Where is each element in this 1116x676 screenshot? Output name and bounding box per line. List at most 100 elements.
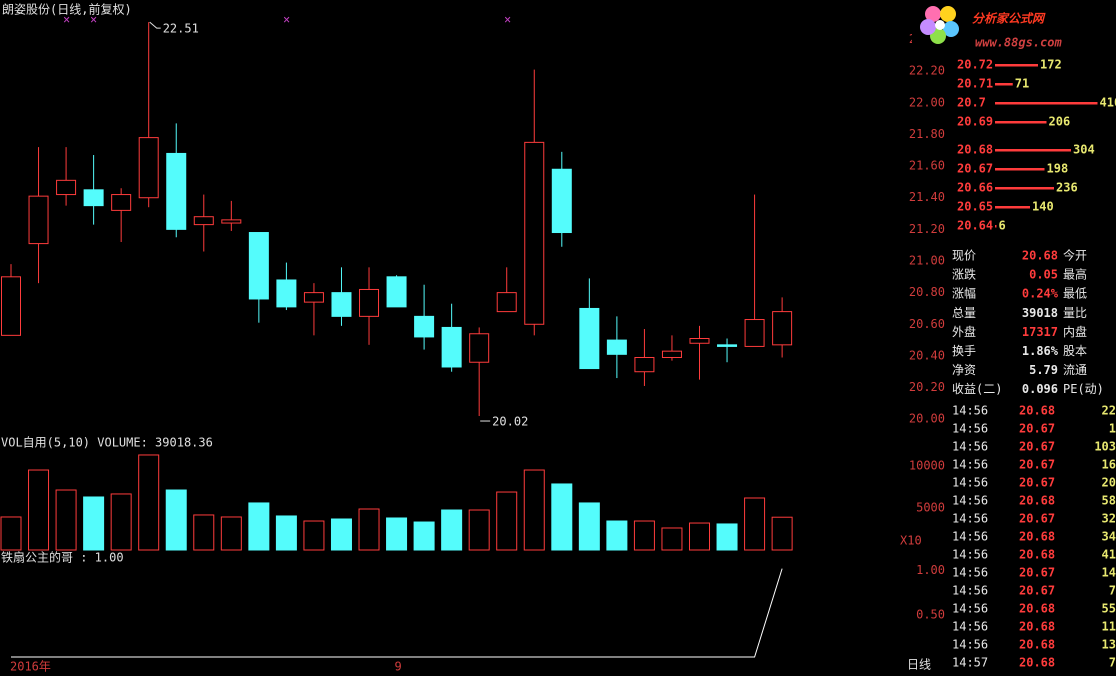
book-volume: 140	[1032, 200, 1054, 214]
volume-bar	[496, 491, 518, 551]
tick-volume: 34	[1102, 530, 1116, 544]
candle-body	[414, 315, 435, 338]
candle-body	[359, 288, 380, 317]
candle-body	[606, 339, 627, 355]
book-price: 20.68	[957, 143, 993, 157]
tick-price: 20.68	[1019, 494, 1055, 508]
volume-bar	[468, 509, 490, 551]
high-annotation: 22.51	[163, 22, 199, 36]
tick-price: 20.67	[1019, 440, 1055, 454]
volume-bar	[744, 497, 766, 551]
candle-body	[111, 194, 132, 211]
candle-body	[386, 276, 407, 308]
period-label: 日线	[907, 658, 931, 672]
tick-volume: 7	[1109, 656, 1116, 670]
tick-time: 14:56	[952, 404, 988, 418]
tick-price: 20.68	[1019, 602, 1055, 616]
tick-price: 20.67	[1019, 584, 1055, 598]
tick-volume: 20	[1102, 476, 1116, 490]
tick-time: 14:56	[952, 566, 988, 580]
tick-time: 14:56	[952, 422, 988, 436]
volume-title: VOL自用(5,10) VOLUME: 39018.36	[1, 436, 213, 450]
quote-value: 1.86%	[1022, 344, 1059, 358]
x-tick-label: 2016年	[10, 660, 51, 674]
tick-price: 20.67	[1019, 422, 1055, 436]
y-tick-label: 21.20	[909, 222, 945, 236]
volume-bar	[55, 489, 77, 551]
book-bar	[995, 225, 997, 228]
volume-bar	[689, 522, 710, 551]
chart-title: 朗姿股份(日线,前复权)	[2, 2, 132, 17]
tick-volume: 41	[1102, 548, 1116, 562]
tick-price: 20.68	[1019, 638, 1055, 652]
logo: 分析家公式网 www.88gs.com	[912, 0, 1116, 54]
book-price: 20.71	[957, 77, 993, 91]
book-volume: 6	[999, 219, 1006, 233]
quote-label: 总量	[952, 306, 976, 320]
volume-bar	[578, 502, 600, 551]
quote-label: 涨幅	[952, 286, 976, 301]
tick-time: 14:56	[952, 584, 988, 598]
tick-price: 20.68	[1019, 620, 1055, 634]
quote-label2: 内盘	[1063, 324, 1087, 339]
tick-volume: 22	[1102, 404, 1116, 418]
y-tick-label: 21.80	[909, 127, 945, 141]
tick-volume: 58	[1102, 494, 1116, 508]
volume-bar	[0, 516, 22, 551]
quote-label: 现价	[952, 249, 976, 263]
book-bar	[995, 102, 1098, 105]
candle-body	[496, 292, 517, 313]
tick-time: 14:56	[952, 638, 988, 652]
marker: ×	[283, 13, 290, 27]
quote-label: 外盘	[952, 324, 976, 339]
volume-bar	[661, 527, 683, 551]
book-volume: 71	[1015, 77, 1029, 91]
marker: ×	[63, 13, 70, 27]
candle-body	[579, 307, 600, 370]
candle-body	[193, 216, 214, 226]
quote-value: 0.096	[1022, 382, 1058, 396]
y-tick-label: 0.50	[916, 607, 945, 621]
candle-body	[772, 311, 793, 346]
volume-bar	[633, 520, 655, 551]
volume-bar	[716, 523, 738, 551]
book-bar	[995, 121, 1047, 124]
candle-body	[83, 189, 104, 207]
y-tick-label: 21.00	[909, 254, 945, 268]
tick-time: 14:56	[952, 602, 988, 616]
book-volume: 304	[1073, 143, 1095, 157]
candle-body	[469, 333, 490, 363]
volume-bar	[28, 469, 50, 551]
volume-bar	[83, 496, 105, 551]
candle-body	[551, 168, 572, 234]
book-price: 20.65	[957, 200, 993, 214]
volume-bar	[441, 509, 463, 551]
logo-name: 分析家公式网	[972, 12, 1046, 26]
y-tick-label: 20.20	[909, 380, 945, 394]
book-volume: 198	[1047, 162, 1069, 176]
quote-value: 39018	[1022, 306, 1058, 320]
tick-volume: 55	[1102, 602, 1116, 616]
indicator-line	[11, 568, 783, 658]
tick-time: 14:56	[952, 530, 988, 544]
candle-body	[634, 356, 655, 373]
tick-price: 20.67	[1019, 476, 1055, 490]
tick-time: 14:56	[952, 458, 988, 472]
volume-bar	[330, 518, 352, 551]
volume-bar	[275, 515, 297, 551]
tick-price: 20.68	[1019, 656, 1055, 670]
quote-value: 5.79	[1029, 363, 1058, 377]
tick-price: 20.68	[1019, 404, 1055, 418]
volume-bar	[110, 493, 132, 551]
tick-volume: 16	[1102, 458, 1116, 472]
tick-price: 20.67	[1019, 512, 1055, 526]
tick-price: 20.68	[1019, 530, 1055, 544]
volume-bar	[248, 502, 270, 551]
book-price: 20.66	[957, 181, 993, 195]
y-tick-label: 20.60	[909, 317, 945, 331]
volume-bar	[165, 489, 187, 551]
petal	[943, 21, 959, 37]
candle-body	[56, 179, 77, 196]
tick-volume: 1	[1109, 422, 1116, 436]
petal	[920, 19, 936, 35]
